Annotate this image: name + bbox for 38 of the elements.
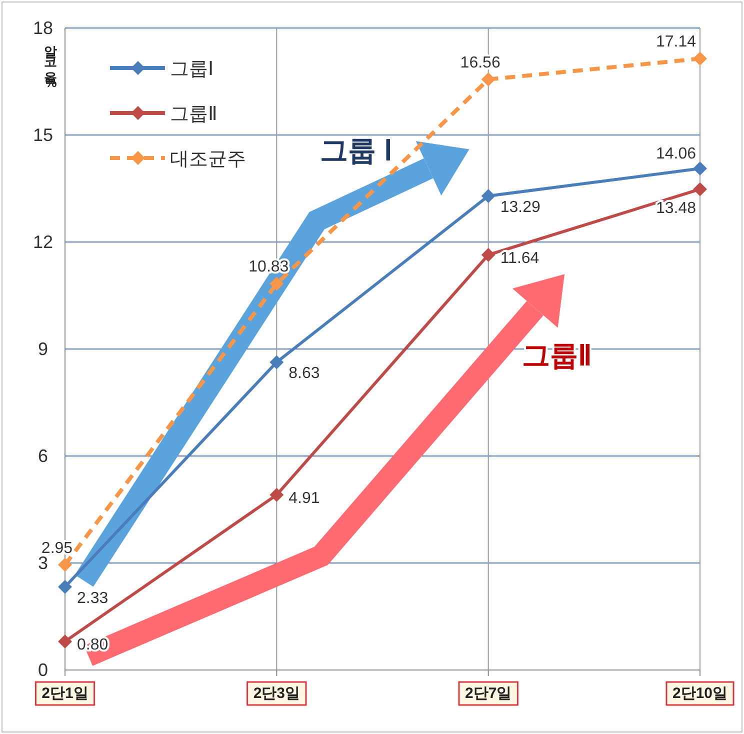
y-tick-label: 15 [32, 125, 54, 145]
point [693, 162, 707, 176]
data-label: 14.06 [656, 146, 696, 163]
y-tick-label: 12 [32, 232, 54, 252]
legend-label: 그룹Ⅰ [170, 59, 214, 80]
point [481, 248, 496, 262]
data-label: 13.29 [500, 198, 540, 216]
data-label: 4.91 [288, 490, 320, 507]
data-label: 8.63 [288, 365, 320, 382]
x-tick-label: 2단10일 [672, 685, 728, 702]
x-tick-label: 2단3일 [253, 685, 300, 702]
point [58, 634, 72, 648]
y-axis-title: 알코올% [44, 36, 58, 90]
point [58, 580, 72, 594]
annotation: 그룹Ⅱ [522, 340, 592, 371]
data-label: 13.48 [656, 200, 696, 218]
data-label: 11.64 [500, 250, 540, 267]
y-tick-label: 6 [38, 446, 48, 466]
point [481, 72, 496, 86]
point [270, 355, 284, 370]
point [693, 182, 707, 196]
data-label: 17.14 [656, 34, 696, 51]
annotation: 그룹 Ⅰ [320, 135, 392, 166]
point [481, 188, 496, 203]
y-tick-label: 18 [32, 18, 54, 38]
y-tick-label: 0 [38, 660, 48, 680]
data-label: 2.33 [77, 590, 108, 607]
y-tick-label: 3 [38, 553, 48, 573]
point [270, 276, 284, 291]
point [270, 488, 284, 502]
point [58, 558, 72, 572]
legend-label: 대조균주 [170, 149, 246, 170]
data-label: 16.56 [460, 54, 500, 72]
x-tick-label: 2단1일 [42, 685, 88, 702]
x-tick-label: 2단7일 [464, 685, 512, 702]
y-tick-label: 9 [38, 339, 48, 359]
legend-label: 그룹Ⅱ [170, 104, 217, 125]
point [693, 52, 707, 66]
